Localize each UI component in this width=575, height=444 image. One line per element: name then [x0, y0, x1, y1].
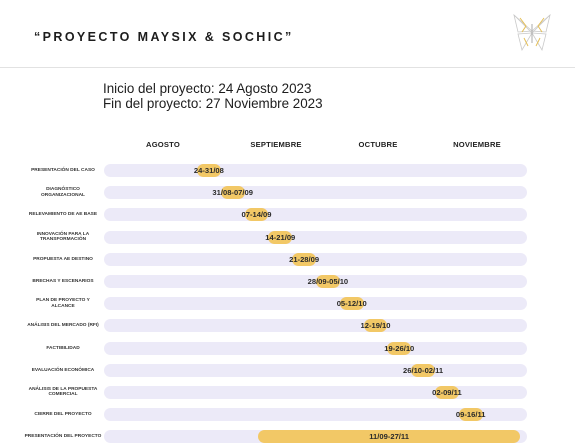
task-date-label: 12-19/10 — [360, 321, 391, 331]
task-name: ANÁLISIS DEL MERCADO (RFI) — [27, 323, 99, 329]
butterfly-logo-icon — [513, 13, 551, 52]
task-track — [104, 297, 527, 311]
month-label-septiembre: SEPTIEMBRE — [250, 140, 302, 149]
task-track — [104, 341, 527, 355]
project-dates: Inicio del proyecto: 24 Agosto 2023 Fin … — [103, 81, 323, 111]
task-bar — [435, 386, 459, 399]
month-label-noviembre: NOVIEMBRE — [453, 140, 501, 149]
task-bar — [292, 252, 316, 266]
task-bar — [268, 230, 293, 244]
task-date-label: 11/09-27/11 — [369, 432, 409, 442]
task-track — [104, 164, 527, 177]
page-title: “PROYECTO MAYSIX & SOCHIC” — [34, 30, 294, 44]
project-start: Inicio del proyecto: 24 Agosto 2023 — [103, 81, 312, 96]
task-name: PLAN DE PROYECTO Y ALCANCE — [36, 298, 90, 309]
month-label-agosto: AGOSTO — [146, 140, 180, 149]
task-name: DIAGNÓSTICO ORGANIZACIONAL — [41, 187, 85, 198]
task-name: PROPUESTA AE DESTINO — [33, 256, 93, 262]
task-name: ANÁLISIS DE LA PROPUESTA COMERCIAL — [28, 387, 98, 398]
task-bar — [363, 319, 388, 333]
task-track — [104, 275, 527, 288]
task-date-label: 21-28/09 — [289, 254, 320, 264]
task-name: CIERRE DEL PROYECTO — [34, 412, 92, 418]
task-bar — [244, 208, 269, 222]
task-name: BRECHAS Y ESCENARIOS — [32, 279, 94, 284]
task-bar — [458, 408, 483, 422]
task-name: EVALUACIÓN ECONÓMICA — [31, 367, 95, 373]
task-date-label: 07-14/09 — [241, 210, 272, 220]
task-date-label: 19-26/10 — [384, 343, 415, 353]
month-label-octubre: OCTUBRE — [358, 140, 398, 149]
task-date-label: 05-12/10 — [336, 299, 367, 309]
task-name: RELEVAMIENTO DE AE BASE — [28, 212, 98, 218]
task-name: INNOVACIÓN PARA LA TRANSFORMACIÓN — [36, 231, 90, 242]
task-date-label: 09-16/11 — [455, 410, 486, 420]
task-bar — [220, 186, 245, 200]
task-date-label: 26/10-02/11 — [403, 365, 444, 375]
task-date-label: 28/09-05/10 — [307, 277, 349, 286]
task-bar — [197, 164, 221, 177]
task-track — [104, 208, 527, 222]
header-divider — [0, 67, 575, 68]
task-track — [104, 386, 527, 399]
task-bar — [411, 363, 435, 377]
task-bar — [258, 430, 520, 444]
task-date-label: 02-09/11 — [432, 388, 462, 397]
task-bar — [387, 341, 412, 355]
task-name: PRESENTACIÓN DEL PROYECTO — [24, 434, 102, 440]
task-track — [104, 230, 527, 244]
task-track — [104, 186, 527, 200]
task-track — [104, 408, 527, 422]
task-track — [104, 319, 527, 333]
task-bar — [339, 297, 364, 311]
task-bar — [316, 275, 340, 288]
project-end: Fin del proyecto: 27 Noviembre 2023 — [103, 96, 323, 111]
task-date-label: 14-21/09 — [265, 232, 296, 242]
task-date-label: 31/08-07/09 — [212, 188, 253, 198]
task-track — [104, 363, 527, 377]
task-date-label: 24-31/08 — [193, 166, 224, 175]
task-name: FACTIBILIDAD — [46, 345, 80, 351]
task-name: PRESENTACIÓN DEL CASO — [31, 168, 95, 173]
